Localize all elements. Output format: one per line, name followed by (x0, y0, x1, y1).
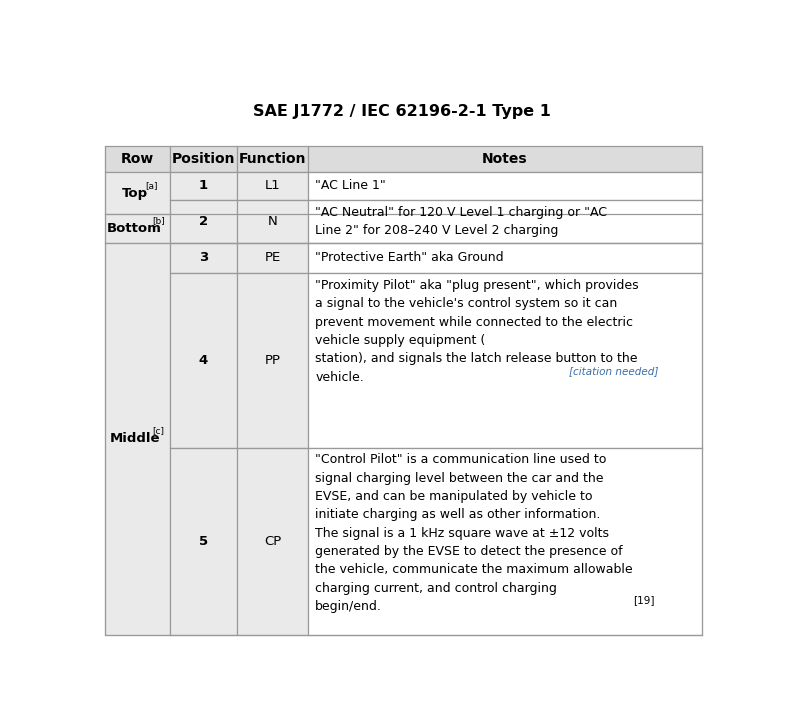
Text: 4: 4 (199, 354, 208, 367)
Text: 5: 5 (199, 535, 208, 548)
Text: station), and signals the latch release button to the: station), and signals the latch release … (316, 353, 638, 366)
Bar (170, 273, 237, 448)
Text: The signal is a 1 kHz square wave at ±12 volts: The signal is a 1 kHz square wave at ±12… (316, 527, 609, 540)
Bar (105, 243, 170, 635)
Bar (237, 146, 308, 172)
Text: Notes: Notes (482, 152, 528, 166)
Bar (308, 273, 702, 448)
Bar (170, 200, 237, 243)
Text: [a]: [a] (145, 181, 158, 190)
Text: vehicle supply equipment (: vehicle supply equipment ( (316, 334, 486, 347)
Text: [19]: [19] (633, 595, 655, 605)
Text: 1: 1 (199, 179, 208, 192)
Text: charging current, and control charging: charging current, and control charging (316, 582, 557, 595)
Text: Top: Top (122, 187, 148, 200)
Text: PP: PP (265, 354, 280, 367)
Bar (105, 214, 170, 243)
Bar (308, 172, 702, 200)
Text: N: N (268, 215, 277, 228)
Text: "AC Neutral" for 120 V Level 1 charging or "AC: "AC Neutral" for 120 V Level 1 charging … (316, 205, 608, 218)
Text: EVSE, and can be manipulated by vehicle to: EVSE, and can be manipulated by vehicle … (316, 490, 593, 503)
Bar (237, 448, 308, 635)
Text: "Control Pilot" is a communication line used to: "Control Pilot" is a communication line … (316, 453, 607, 466)
Bar (105, 172, 170, 214)
Bar (308, 200, 702, 243)
Text: begin/end.: begin/end. (316, 600, 382, 613)
Text: a signal to the vehicle's control system so it can: a signal to the vehicle's control system… (316, 297, 618, 310)
Text: signal charging level between the car and the: signal charging level between the car an… (316, 471, 604, 484)
Text: L1: L1 (265, 179, 280, 192)
Bar (237, 273, 308, 448)
Text: Bottom: Bottom (108, 222, 162, 235)
Text: SAE J1772 / IEC 62196-2-1 Type 1: SAE J1772 / IEC 62196-2-1 Type 1 (254, 104, 551, 119)
Text: "Protective Earth" aka Ground: "Protective Earth" aka Ground (316, 252, 504, 265)
Text: Middle: Middle (109, 432, 160, 445)
Text: Function: Function (239, 152, 306, 166)
Text: PE: PE (265, 252, 280, 265)
Bar (308, 448, 702, 635)
Bar (170, 146, 237, 172)
Bar (170, 172, 237, 200)
Text: Line 2" for 208–240 V Level 2 charging: Line 2" for 208–240 V Level 2 charging (316, 224, 559, 237)
Bar (308, 146, 702, 172)
Bar (105, 146, 702, 635)
Text: Position: Position (172, 152, 236, 166)
Bar (105, 146, 170, 172)
Text: [c]: [c] (152, 427, 164, 435)
Bar (237, 243, 308, 273)
Bar (237, 200, 308, 243)
Text: 2: 2 (199, 215, 208, 228)
Bar (170, 448, 237, 635)
Bar (237, 172, 308, 200)
Text: 3: 3 (199, 252, 208, 265)
Text: "AC Line 1": "AC Line 1" (316, 179, 386, 192)
Bar (170, 243, 237, 273)
Text: vehicle.: vehicle. (316, 371, 364, 384)
Text: generated by the EVSE to detect the presence of: generated by the EVSE to detect the pres… (316, 545, 623, 558)
Text: [citation needed]: [citation needed] (569, 366, 659, 376)
Text: the vehicle, communicate the maximum allowable: the vehicle, communicate the maximum all… (316, 563, 633, 576)
Text: "Proximity Pilot" aka "plug present", which provides: "Proximity Pilot" aka "plug present", wh… (316, 279, 639, 292)
Text: prevent movement while connected to the electric: prevent movement while connected to the … (316, 316, 633, 329)
Text: [b]: [b] (152, 216, 165, 225)
Text: CP: CP (264, 535, 281, 548)
Text: Row: Row (121, 152, 155, 166)
Bar (308, 243, 702, 273)
Text: initiate charging as well as other information.: initiate charging as well as other infor… (316, 508, 601, 521)
